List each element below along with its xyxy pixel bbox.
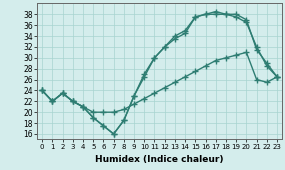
X-axis label: Humidex (Indice chaleur): Humidex (Indice chaleur) <box>95 155 224 164</box>
